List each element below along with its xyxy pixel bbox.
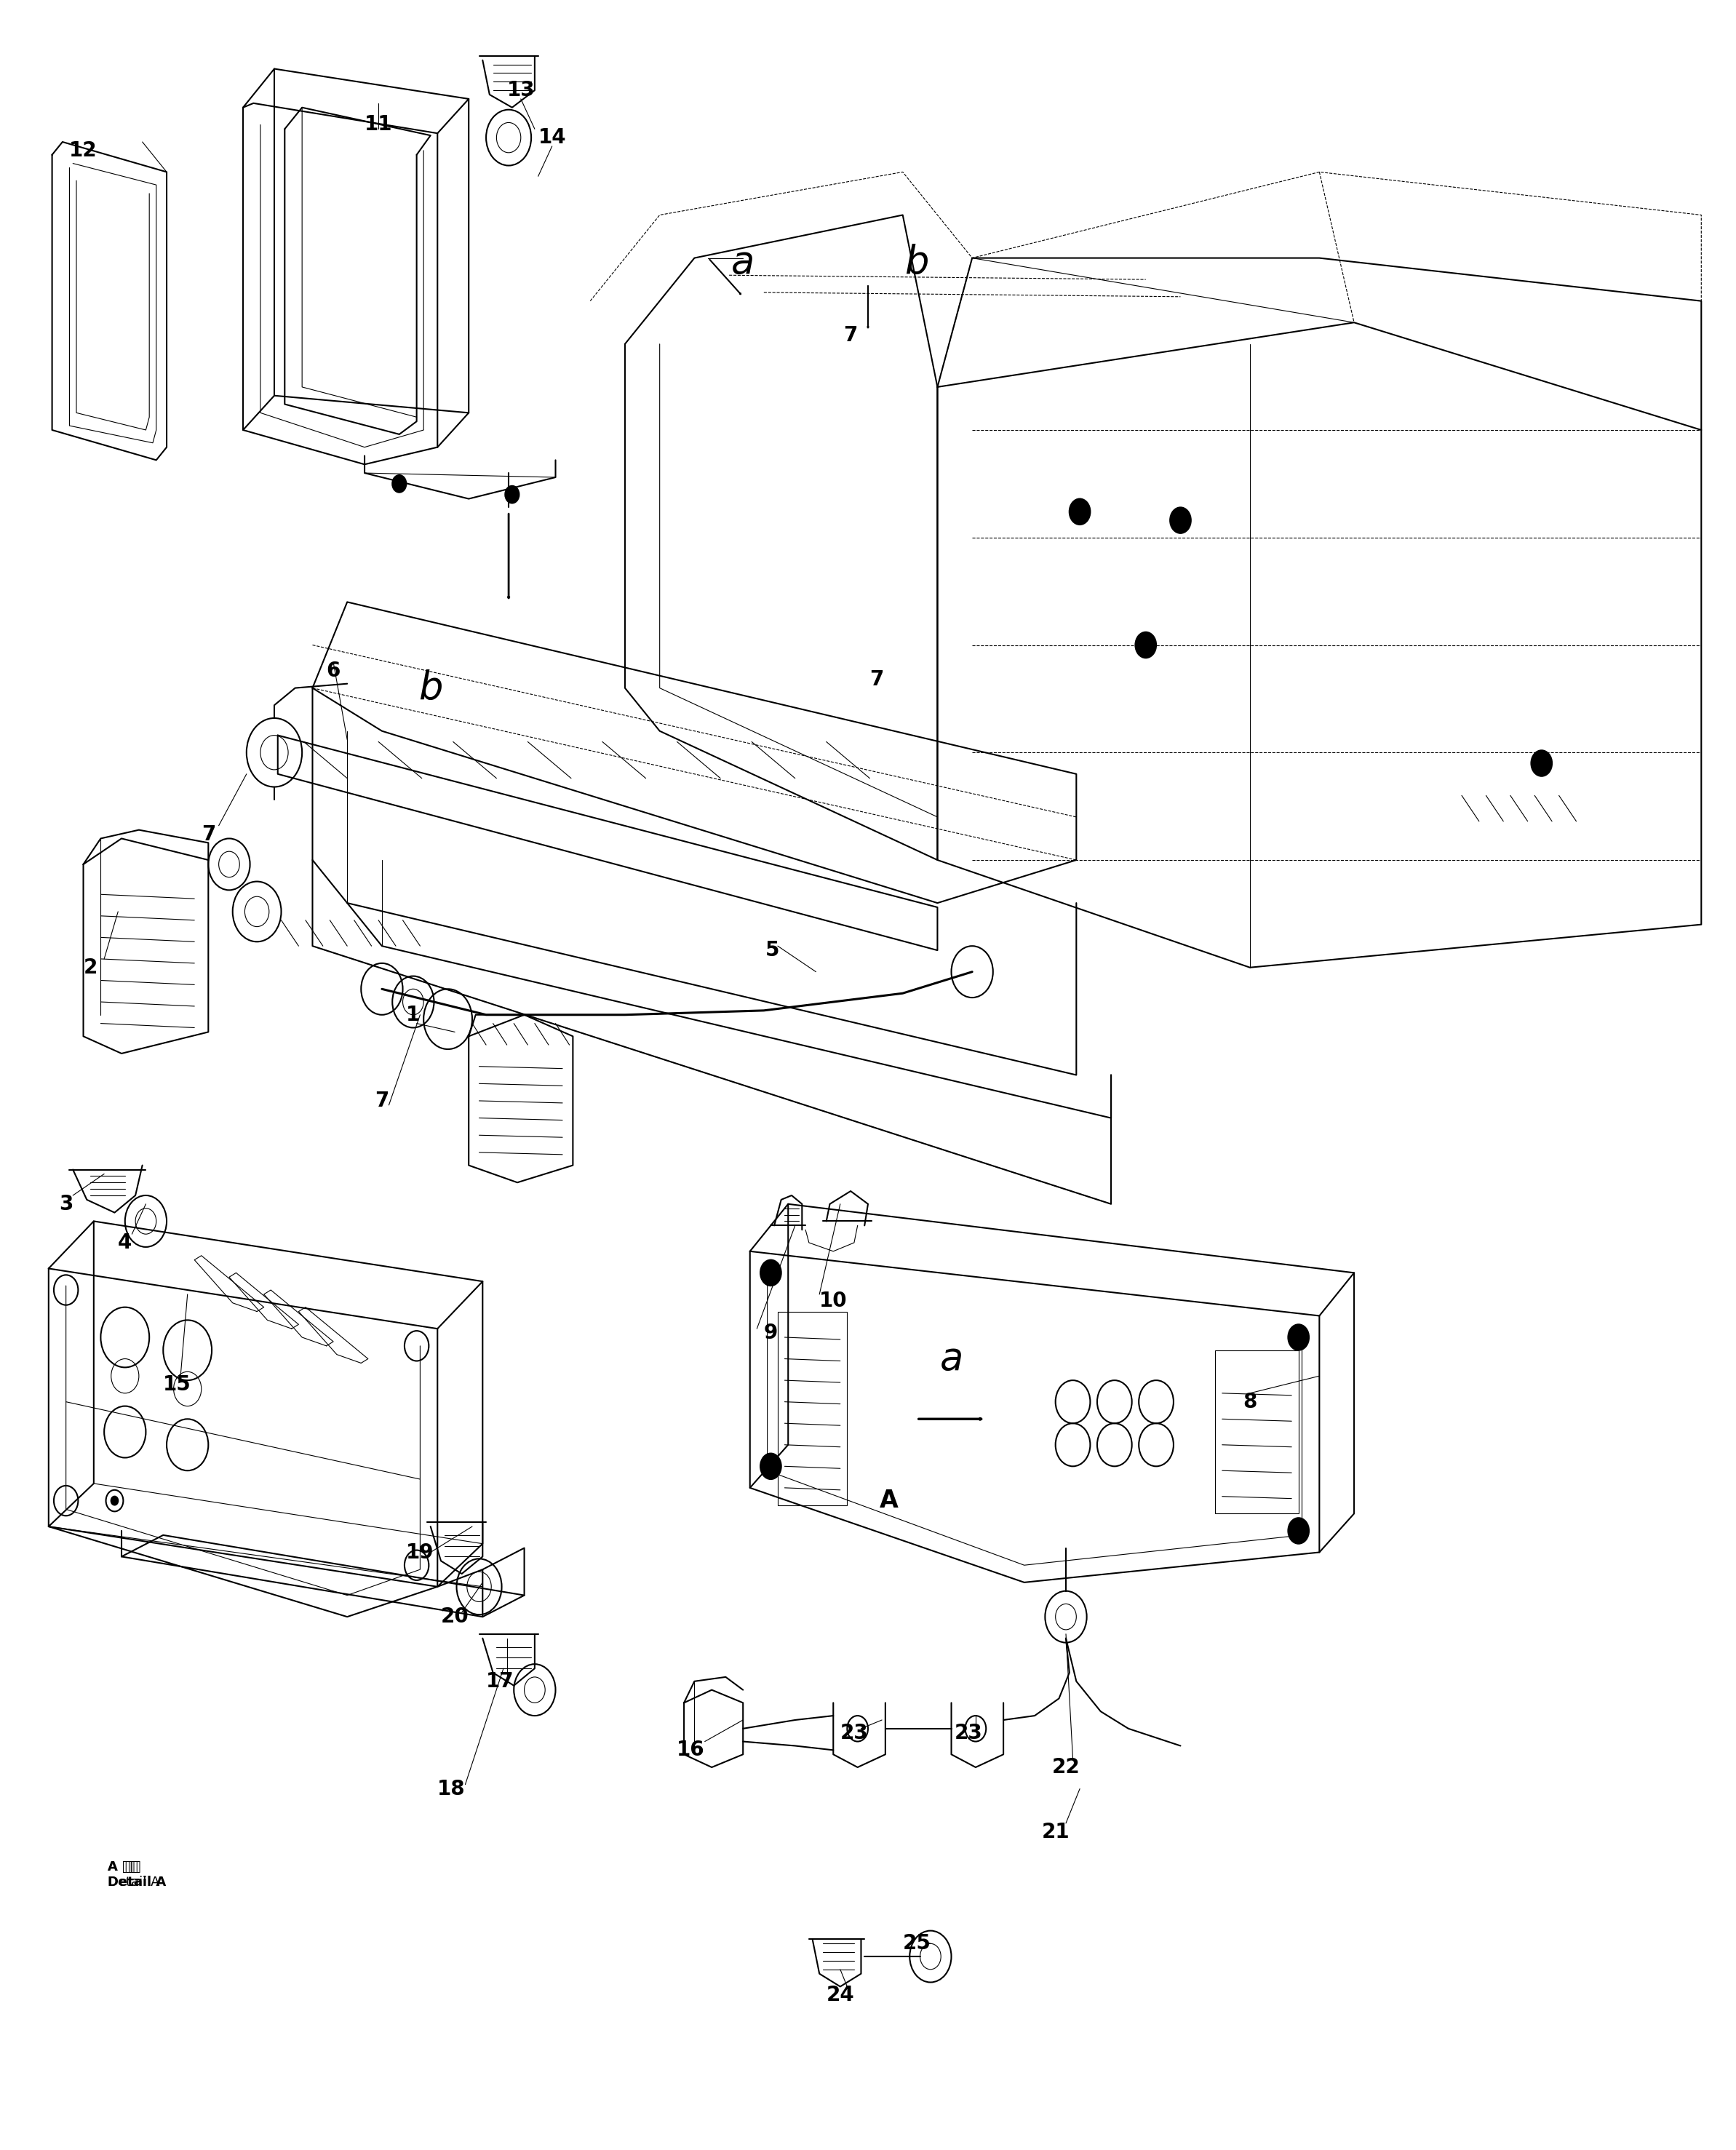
Text: 17: 17 bbox=[486, 1671, 514, 1692]
Text: 7: 7 bbox=[870, 669, 884, 690]
Circle shape bbox=[1069, 499, 1090, 525]
Text: A 詳細
Detail A: A 詳細 Detail A bbox=[108, 1860, 167, 1890]
Circle shape bbox=[1288, 1518, 1309, 1544]
Bar bbox=[1215, 1350, 1299, 1514]
Text: 24: 24 bbox=[826, 1984, 854, 2006]
Text: 12: 12 bbox=[69, 140, 97, 161]
Text: 7: 7 bbox=[201, 823, 215, 845]
Text: 1: 1 bbox=[406, 1004, 420, 1026]
Circle shape bbox=[392, 475, 406, 492]
Text: a: a bbox=[939, 1339, 963, 1378]
Text: 15: 15 bbox=[163, 1374, 191, 1395]
Text: 25: 25 bbox=[903, 1933, 930, 1954]
Text: A: A bbox=[880, 1488, 898, 1514]
Circle shape bbox=[1135, 632, 1156, 658]
Text: 13: 13 bbox=[507, 80, 535, 101]
Text: b: b bbox=[904, 243, 929, 282]
Text: 18: 18 bbox=[437, 1778, 465, 1800]
Text: 7: 7 bbox=[844, 325, 858, 346]
Text: 7: 7 bbox=[375, 1090, 389, 1112]
Text: 14: 14 bbox=[538, 127, 566, 148]
Text: 10: 10 bbox=[819, 1290, 847, 1312]
Circle shape bbox=[1170, 507, 1191, 533]
Text: 23: 23 bbox=[840, 1722, 868, 1744]
Text: a: a bbox=[731, 243, 755, 282]
Text: 23: 23 bbox=[955, 1722, 983, 1744]
Text: 19: 19 bbox=[406, 1542, 434, 1563]
Text: 9: 9 bbox=[764, 1322, 778, 1344]
Text: 6: 6 bbox=[326, 660, 340, 682]
Text: 2: 2 bbox=[83, 957, 97, 978]
Text: b: b bbox=[418, 669, 443, 707]
Text: A  詳細
Detail A: A 詳細 Detail A bbox=[108, 1860, 160, 1890]
Text: 16: 16 bbox=[677, 1739, 705, 1761]
Bar bbox=[778, 1312, 847, 1505]
Text: 20: 20 bbox=[441, 1606, 469, 1628]
Text: 8: 8 bbox=[1243, 1391, 1257, 1413]
Circle shape bbox=[111, 1496, 118, 1505]
Text: 4: 4 bbox=[118, 1232, 132, 1253]
Circle shape bbox=[505, 486, 519, 503]
Text: 21: 21 bbox=[1042, 1821, 1069, 1843]
Circle shape bbox=[760, 1453, 781, 1479]
Text: 11: 11 bbox=[365, 114, 392, 135]
Text: 3: 3 bbox=[59, 1193, 73, 1215]
Text: 5: 5 bbox=[766, 940, 779, 961]
Circle shape bbox=[760, 1260, 781, 1286]
Circle shape bbox=[1288, 1324, 1309, 1350]
Circle shape bbox=[1531, 750, 1552, 776]
Text: 22: 22 bbox=[1052, 1757, 1080, 1778]
